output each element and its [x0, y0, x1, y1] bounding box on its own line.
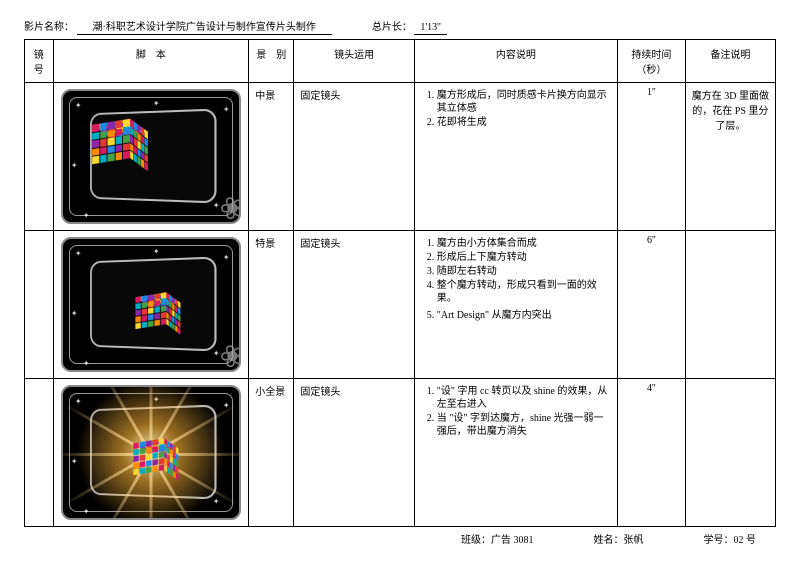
col-remark: 备注说明: [685, 40, 775, 83]
table-row: ✦✦✦✦✦✦❀特景固定镜头魔方由小方体集合而成形成后上下魔方转动随即左右转动整个…: [25, 231, 776, 379]
cell-content: 魔方由小方体集合而成形成后上下魔方转动随即左右转动整个魔方转动，形成只看到一面的…: [414, 231, 617, 379]
col-shotno: 镜号: [25, 40, 54, 83]
film-value: 潮·科职艺术设计学院广告设计与制作宣传片头制作: [77, 22, 332, 35]
footer-name: 姓名：张帆: [594, 531, 644, 546]
storyboard-frame: ✦✦✦✦✦✦❀: [61, 89, 241, 224]
film-label: 影片名称： 潮·科职艺术设计学院广告设计与制作宣传片头制作: [24, 18, 332, 33]
storyboard-frame: ✦✦✦✦✦✦: [61, 385, 241, 520]
cell-script: ✦✦✦✦✦✦: [53, 379, 249, 527]
cell-lens: 固定镜头: [294, 231, 414, 379]
col-lens: 镜头运用: [294, 40, 414, 83]
storyboard-frame: ✦✦✦✦✦✦❀: [61, 237, 241, 372]
cell-shotno: [25, 231, 54, 379]
cell-shotno: [25, 83, 54, 231]
cell-remark: [685, 379, 775, 527]
table-header-row: 镜号 脚 本 景 别 镜头运用 内容说明 持续时间（秒） 备注说明: [25, 40, 776, 83]
col-shotsize: 景 别: [249, 40, 294, 83]
storyboard-table: 镜号 脚 本 景 别 镜头运用 内容说明 持续时间（秒） 备注说明 ✦✦✦✦✦✦…: [24, 39, 776, 527]
cell-duration: 6'': [617, 231, 685, 379]
footer-class: 班级：广告 3081: [461, 531, 534, 546]
footer-id: 学号：02 号: [704, 531, 757, 546]
length-value: 1'13'': [414, 22, 446, 35]
cell-script: ✦✦✦✦✦✦❀: [53, 231, 249, 379]
cell-lens: 固定镜头: [294, 379, 414, 527]
cell-duration: 4'': [617, 379, 685, 527]
cell-script: ✦✦✦✦✦✦❀: [53, 83, 249, 231]
cell-shotsize: 特景: [249, 231, 294, 379]
cell-remark: [685, 231, 775, 379]
cell-duration: 1'': [617, 83, 685, 231]
col-script: 脚 本: [53, 40, 249, 83]
cell-content: 魔方形成后，同时质感卡片换方向显示其立体感花即将生成: [414, 83, 617, 231]
col-content: 内容说明: [414, 40, 617, 83]
cell-content: "设" 字用 cc 转页以及 shine 的效果，从左至右进入当 "设" 字到达…: [414, 379, 617, 527]
table-row: ✦✦✦✦✦✦❀中景固定镜头魔方形成后，同时质感卡片换方向显示其立体感花即将生成1…: [25, 83, 776, 231]
col-duration: 持续时间（秒）: [617, 40, 685, 83]
cell-lens: 固定镜头: [294, 83, 414, 231]
table-row: ✦✦✦✦✦✦小全景固定镜头"设" 字用 cc 转页以及 shine 的效果，从左…: [25, 379, 776, 527]
doc-footer: 班级：广告 3081 姓名：张帆 学号：02 号: [24, 531, 776, 546]
cell-shotsize: 中景: [249, 83, 294, 231]
cell-shotsize: 小全景: [249, 379, 294, 527]
cell-shotno: [25, 379, 54, 527]
cell-remark: 魔方在 3D 里面做的，花在 PS 里分了层。: [685, 83, 775, 231]
doc-header: 影片名称： 潮·科职艺术设计学院广告设计与制作宣传片头制作 总片长： 1'13'…: [24, 18, 776, 33]
length-label: 总片长： 1'13'': [372, 18, 447, 33]
